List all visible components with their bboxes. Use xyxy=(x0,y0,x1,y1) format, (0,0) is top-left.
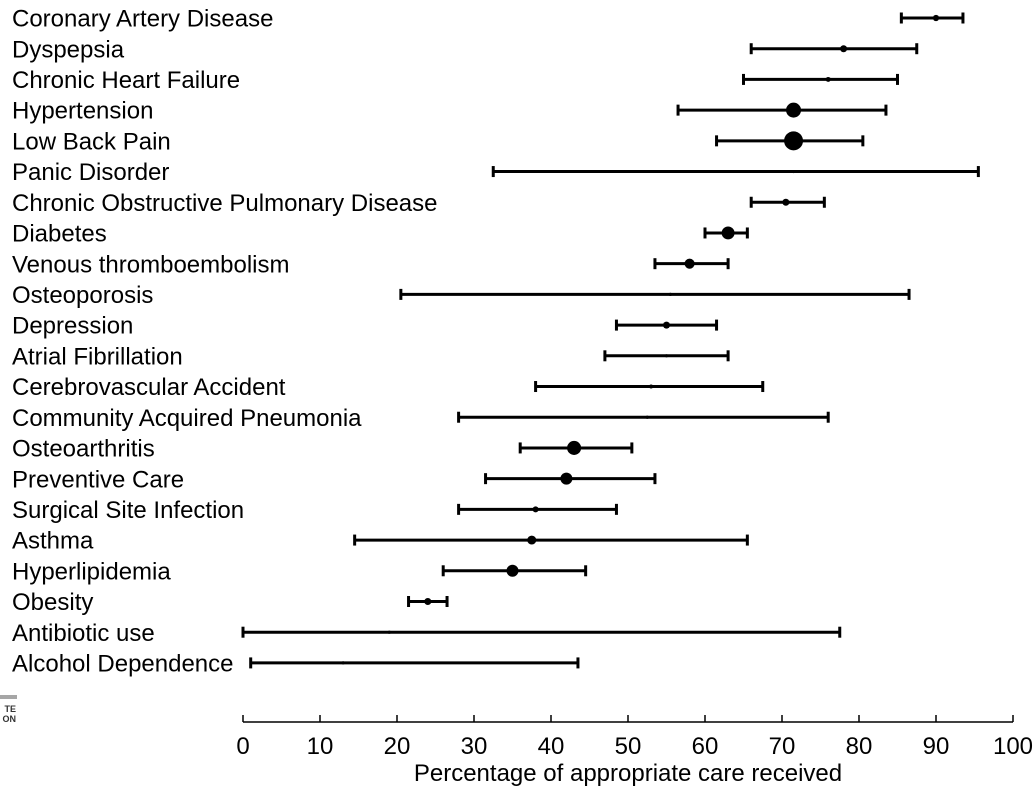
point-estimate-marker xyxy=(662,321,671,329)
data-row: Low Back Pain xyxy=(12,128,865,155)
publisher-logo-fragment: TE ON xyxy=(0,695,17,724)
data-rows: Coronary Artery Disease Dyspepsia Chronic … xyxy=(12,6,980,678)
x-tick-label: 100 xyxy=(993,733,1033,760)
point-estimate-marker xyxy=(649,384,654,389)
point-estimate-marker xyxy=(527,535,537,545)
point-estimate-marker xyxy=(932,14,940,22)
category-label: Hyperlipidemia xyxy=(12,558,171,585)
point-estimate-marker xyxy=(645,415,649,419)
category-label: Chronic Obstructive Pulmonary Disease xyxy=(12,190,438,217)
logo-text-line: TE xyxy=(4,704,16,714)
category-label: Dyspepsia xyxy=(12,36,125,63)
x-tick-label: 90 xyxy=(923,733,950,760)
category-label: Obesity xyxy=(12,589,93,616)
point-estimate-marker xyxy=(532,506,539,513)
x-tick-label: 0 xyxy=(236,733,249,760)
logo-bar xyxy=(0,695,17,699)
category-label: Surgical Site Infection xyxy=(12,497,244,524)
point-estimate-marker xyxy=(784,131,804,151)
point-estimate-marker xyxy=(721,226,735,240)
category-label: Diabetes xyxy=(12,221,107,248)
point-estimate-marker xyxy=(664,354,669,358)
data-row: Antibiotic use xyxy=(12,620,842,647)
point-estimate-marker xyxy=(786,102,802,118)
x-tick-label: 20 xyxy=(384,733,411,760)
data-row: Chronic Obstructive Pulmonary Disease xyxy=(12,190,826,217)
data-row: Atrial Fibrillation xyxy=(12,343,730,370)
data-row: Cerebrovascular Accident xyxy=(12,374,765,401)
category-label: Chronic Heart Failure xyxy=(12,67,240,94)
point-estimate-marker xyxy=(825,76,831,82)
data-row: Osteoporosis xyxy=(12,282,911,309)
x-tick-label: 80 xyxy=(846,733,873,760)
x-tick-label: 40 xyxy=(538,733,565,760)
category-label: Osteoarthritis xyxy=(12,436,155,463)
data-row: Venous thromboembolism xyxy=(12,251,730,278)
data-row: Preventive Care xyxy=(12,466,657,493)
category-label: Antibiotic use xyxy=(12,620,155,647)
x-tick-label: 50 xyxy=(615,733,642,760)
data-row: Obesity xyxy=(12,589,449,616)
data-row: Asthma xyxy=(12,528,749,555)
point-estimate-marker xyxy=(782,198,790,206)
point-estimate-marker xyxy=(567,440,582,455)
x-axis-label: Percentage of appropriate care received xyxy=(414,760,842,787)
x-tick-label: 10 xyxy=(307,733,334,760)
data-row: Osteoarthritis xyxy=(12,436,634,463)
x-tick-label: 70 xyxy=(769,733,796,760)
point-estimate-marker xyxy=(506,564,519,577)
category-label: Panic Disorder xyxy=(12,159,169,186)
x-tick-label: 30 xyxy=(461,733,488,760)
point-estimate-marker xyxy=(791,169,796,174)
x-tick-label: 60 xyxy=(692,733,719,760)
data-row: Surgical Site Infection xyxy=(12,497,618,524)
data-row: Coronary Artery Disease xyxy=(12,6,965,33)
category-label: Osteoporosis xyxy=(12,282,153,309)
data-row: Hyperlipidemia xyxy=(12,558,588,585)
category-label: Depression xyxy=(12,313,133,340)
data-row: Depression xyxy=(12,313,719,340)
point-estimate-marker xyxy=(341,661,345,665)
category-label: Alcohol Dependence xyxy=(12,651,234,678)
category-label: Hypertension xyxy=(12,98,153,125)
data-row: Community Acquired Pneumonia xyxy=(12,405,830,432)
data-row: Alcohol Dependence xyxy=(12,651,580,678)
data-row: Panic Disorder xyxy=(12,159,980,186)
x-axis: 0 10 20 30 40 50 60 70 80 90 100 Percentage of appr… xyxy=(236,715,1033,787)
category-label: Atrial Fibrillation xyxy=(12,343,183,370)
data-row: Diabetes xyxy=(12,221,749,248)
category-label: Preventive Care xyxy=(12,466,184,493)
category-label: Coronary Artery Disease xyxy=(12,6,273,33)
category-label: Cerebrovascular Accident xyxy=(12,374,286,401)
data-row: Dyspepsia xyxy=(12,36,919,63)
category-label: Asthma xyxy=(12,528,94,555)
point-estimate-marker xyxy=(840,45,848,53)
category-label: Venous thromboembolism xyxy=(12,251,289,278)
point-estimate-marker xyxy=(424,597,432,606)
category-label: Low Back Pain xyxy=(12,128,171,155)
logo-text-line: ON xyxy=(3,714,17,724)
point-estimate-marker xyxy=(560,472,573,485)
point-estimate-marker xyxy=(668,292,672,296)
data-row: Chronic Heart Failure xyxy=(12,67,899,94)
category-label: Community Acquired Pneumonia xyxy=(12,405,362,432)
point-estimate-marker xyxy=(387,630,391,634)
point-estimate-marker xyxy=(684,258,695,269)
data-row: Hypertension xyxy=(12,98,888,125)
